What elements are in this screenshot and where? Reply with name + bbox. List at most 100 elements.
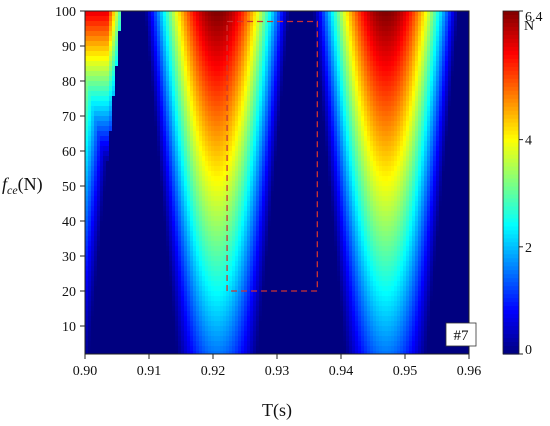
heatmap-cell (343, 196, 347, 202)
heatmap-cell (259, 51, 263, 57)
heatmap-cell (214, 111, 218, 117)
heatmap-cell (163, 176, 167, 182)
heatmap-cell (466, 156, 469, 162)
heatmap-cell (316, 116, 320, 122)
heatmap-cell (322, 101, 326, 107)
heatmap-cell (397, 76, 401, 82)
heatmap-cell (91, 171, 95, 177)
heatmap-cell (427, 16, 431, 22)
heatmap-cell (241, 51, 245, 57)
heatmap-cell (433, 156, 437, 162)
heatmap-cell (283, 16, 287, 22)
heatmap-cell (298, 166, 302, 172)
heatmap-cell (361, 91, 365, 97)
heatmap-cell (325, 146, 329, 152)
heatmap-cell (379, 101, 383, 107)
heatmap-cell (313, 196, 317, 202)
heatmap-cell (310, 196, 314, 202)
heatmap-cell (280, 111, 284, 117)
heatmap-cell (241, 96, 245, 102)
heatmap-cell (289, 101, 293, 107)
heatmap-cell (406, 81, 410, 87)
heatmap-cell (136, 31, 140, 37)
heatmap-cell (94, 21, 98, 27)
heatmap-cell (442, 61, 446, 67)
heatmap-cell (340, 141, 344, 147)
heatmap-cell (352, 61, 356, 67)
heatmap-cell (157, 66, 161, 72)
heatmap-cell (262, 136, 266, 142)
heatmap-cell (367, 81, 371, 87)
heatmap-cell (442, 91, 446, 97)
heatmap-cell (247, 196, 251, 202)
heatmap-cell (97, 106, 101, 112)
heatmap-cell (262, 196, 266, 202)
heatmap-cell (214, 136, 218, 142)
heatmap-cell (433, 171, 437, 177)
heatmap-cell (286, 11, 290, 17)
heatmap-cell (310, 171, 314, 177)
heatmap-cell (166, 51, 170, 57)
heatmap-cell (340, 41, 344, 47)
heatmap-cell (418, 191, 422, 197)
heatmap-cell (109, 106, 113, 112)
heatmap-cell (436, 56, 440, 62)
heatmap-cell (148, 146, 152, 152)
heatmap-cell (97, 46, 101, 52)
heatmap-cell (382, 21, 386, 27)
heatmap-cell (112, 116, 116, 122)
heatmap-cell (193, 146, 197, 152)
heatmap-cell (451, 61, 455, 67)
heatmap-cell (361, 191, 365, 197)
heatmap-cell (334, 176, 338, 182)
heatmap-cell (136, 151, 140, 157)
heatmap-cell (328, 116, 332, 122)
heatmap-cell (448, 146, 452, 152)
heatmap-cell (340, 156, 344, 162)
heatmap-cell (373, 66, 377, 72)
heatmap-cell (430, 36, 434, 42)
heatmap-cell (433, 56, 437, 62)
heatmap-cell (406, 101, 410, 107)
heatmap-cell (301, 201, 305, 207)
heatmap-cell (463, 136, 467, 142)
heatmap-cell (328, 26, 332, 32)
heatmap-cell (289, 66, 293, 72)
heatmap-cell (439, 71, 443, 77)
heatmap-cell (304, 56, 308, 62)
heatmap-cell (379, 181, 383, 187)
heatmap-cell (169, 136, 173, 142)
heatmap-cell (391, 91, 395, 97)
heatmap-cell (88, 176, 92, 182)
heatmap-cell (442, 41, 446, 47)
heatmap-cell (274, 161, 278, 167)
heatmap-cell (346, 201, 350, 207)
heatmap-cell (232, 136, 236, 142)
heatmap-cell (310, 101, 314, 107)
heatmap-cell (124, 126, 128, 132)
heatmap-cell (349, 176, 353, 182)
heatmap-cell (412, 86, 416, 92)
heatmap-cell (205, 96, 209, 102)
heatmap-cell (310, 61, 314, 67)
heatmap-cell (361, 111, 365, 117)
heatmap-cell (115, 136, 119, 142)
heatmap-cell (133, 136, 137, 142)
heatmap-cell (400, 176, 404, 182)
heatmap-cell (160, 111, 164, 117)
heatmap-cell (166, 151, 170, 157)
heatmap-cell (202, 96, 206, 102)
heatmap-cell (154, 31, 158, 37)
heatmap-cell (166, 26, 170, 32)
heatmap-cell (94, 186, 98, 192)
heatmap-cell (373, 151, 377, 157)
heatmap-cell (112, 96, 116, 102)
heatmap-cell (232, 111, 236, 117)
heatmap-cell (352, 46, 356, 52)
heatmap-cell (106, 121, 110, 127)
heatmap-cell (193, 116, 197, 122)
heatmap-cell (340, 21, 344, 27)
heatmap-cell (163, 66, 167, 72)
heatmap-cell (334, 11, 338, 17)
heatmap-cell (382, 136, 386, 142)
